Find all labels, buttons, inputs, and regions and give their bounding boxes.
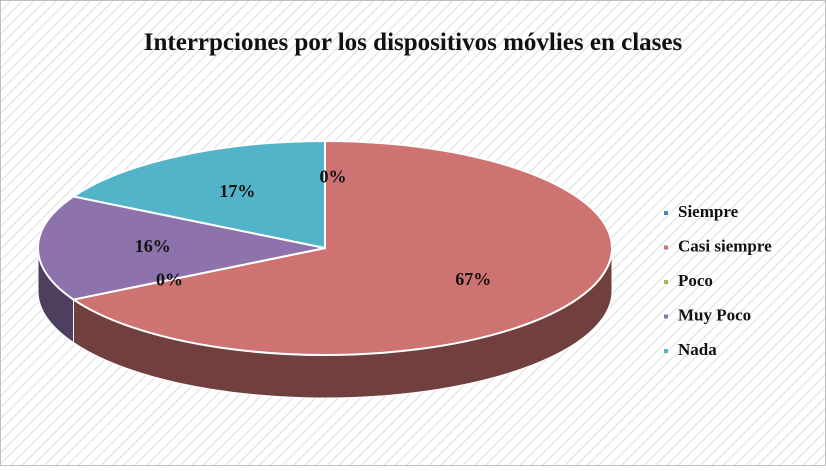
slice — [70, 139, 326, 250]
legend-marker — [664, 211, 668, 215]
slice — [37, 195, 326, 301]
data-label: 0% — [156, 270, 183, 290]
legend-label: Casi siempre — [678, 236, 772, 255]
legend-label: Poco — [678, 271, 713, 290]
legend-marker — [664, 314, 668, 319]
chart-title: Interrpciones por los dispositivos móvli… — [143, 29, 683, 56]
legend-label: Muy Poco — [678, 305, 751, 324]
slice — [70, 139, 613, 356]
data-label: 67% — [455, 269, 491, 289]
legend-marker — [664, 280, 668, 284]
legend-label: Nada — [678, 340, 717, 359]
data-label: 17% — [219, 181, 255, 201]
legend-label: Siempre — [678, 202, 739, 221]
data-label: 16% — [135, 236, 171, 256]
data-label: 0% — [320, 167, 347, 187]
legend-marker — [664, 245, 668, 250]
legend-marker — [664, 349, 668, 353]
